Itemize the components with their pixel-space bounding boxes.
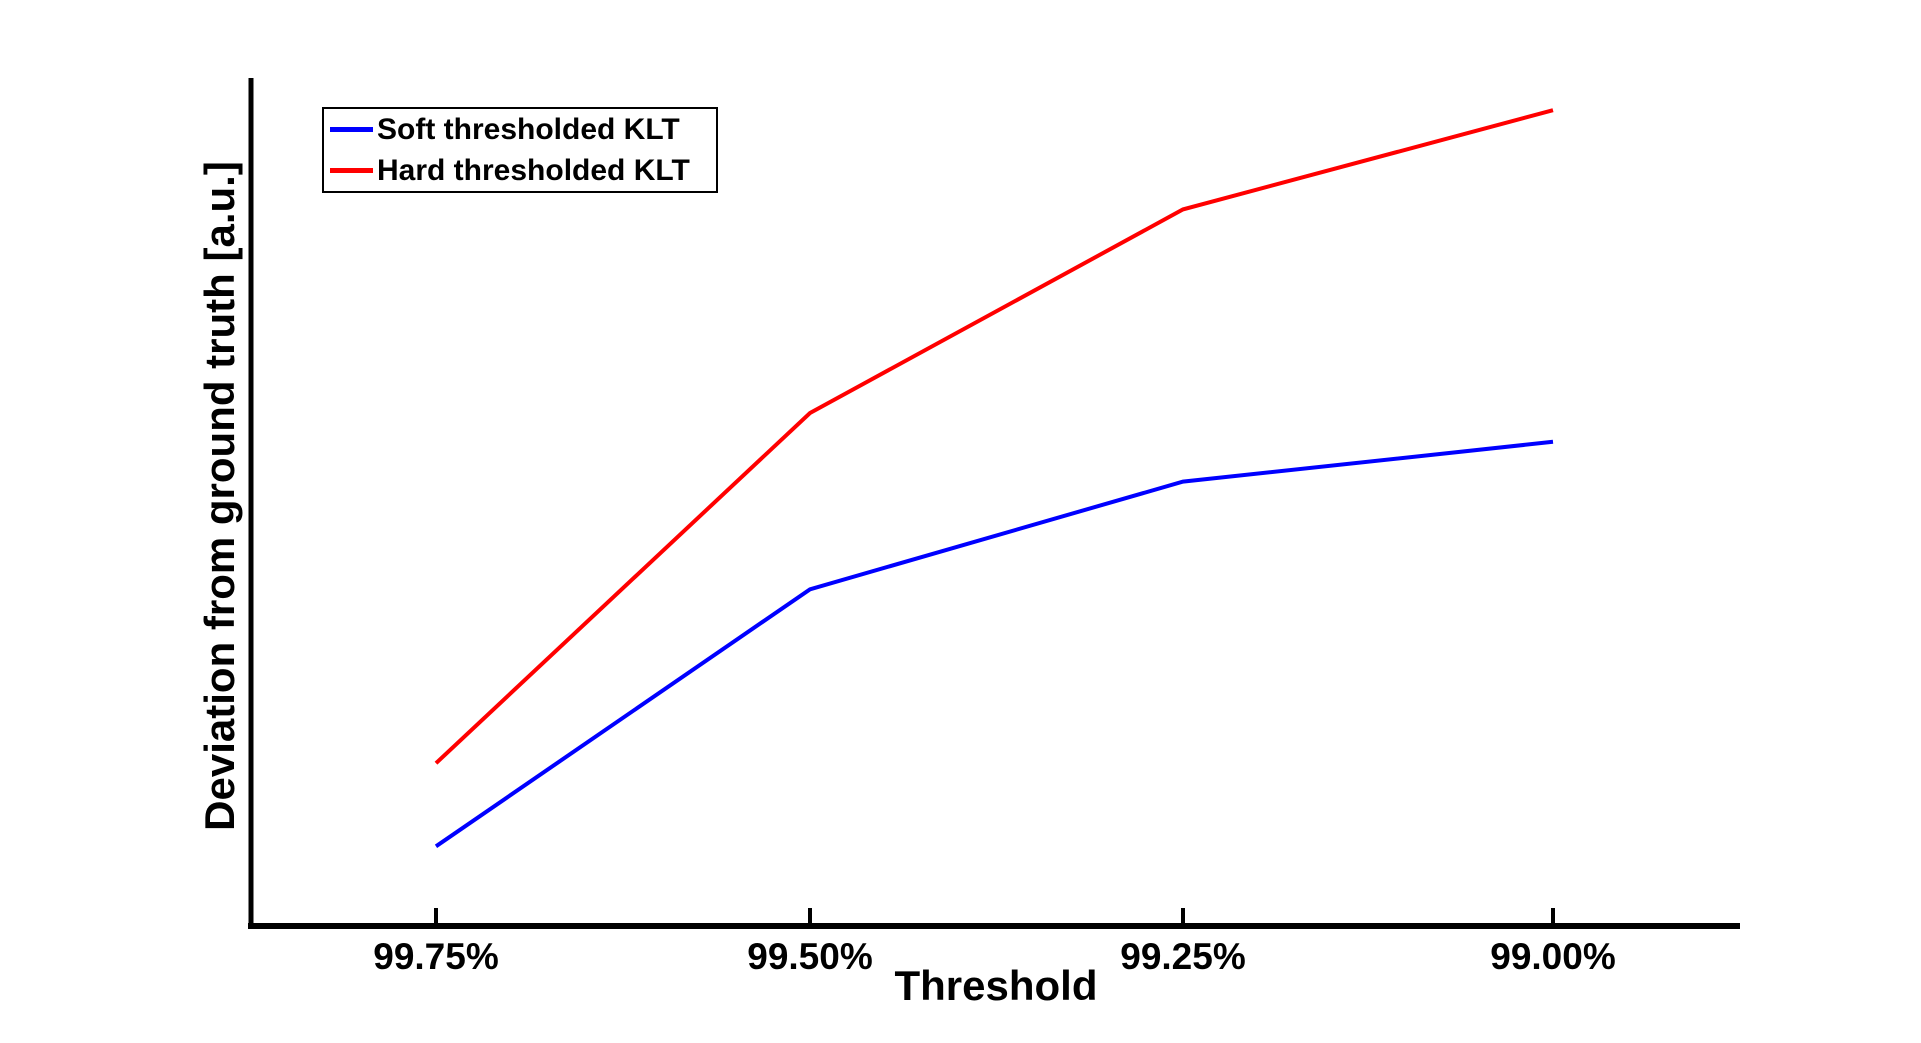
legend-label-soft: Soft thresholded KLT <box>377 112 680 146</box>
legend-item-soft-thresholded-klt: Soft thresholded KLT <box>330 111 716 148</box>
y-axis-label: Deviation from ground truth [a.u.] <box>196 161 243 831</box>
legend: Soft thresholded KLT Hard thresholded KL… <box>322 107 718 193</box>
x-tick-label: 99.75% <box>373 936 499 977</box>
series-line-soft <box>434 439 1554 848</box>
series-line-hard <box>434 108 1554 765</box>
legend-line-swatch-soft <box>330 127 373 132</box>
legend-label-hard: Hard thresholded KLT <box>377 153 690 187</box>
legend-line-swatch-hard <box>330 168 373 173</box>
x-tick-label: 99.50% <box>747 936 873 977</box>
legend-item-hard-thresholded-klt: Hard thresholded KLT <box>330 152 716 189</box>
x-tick-label: 99.25% <box>1120 936 1246 977</box>
x-axis-label: Threshold <box>894 962 1098 1009</box>
x-tick-label: 99.00% <box>1490 936 1616 977</box>
